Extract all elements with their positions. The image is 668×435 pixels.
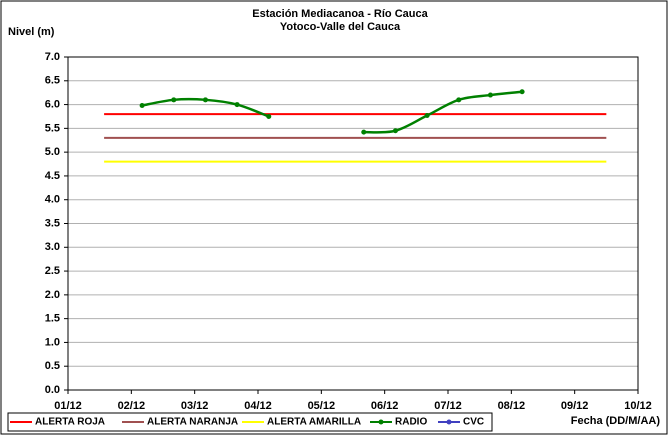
legend: ALERTA ROJA ALERTA NARANJA ALERTA AMARILLA… [7, 412, 493, 432]
x-tick-label: 02/12 [118, 400, 146, 412]
y-tick-label: 0.5 [45, 360, 60, 372]
x-tick-label: 07/12 [434, 400, 462, 412]
x-tick-label: 03/12 [181, 400, 209, 412]
data-point [361, 129, 367, 135]
x-tick-label: 05/12 [308, 400, 336, 412]
y-tick-label: 0.0 [45, 384, 60, 396]
x-tick-label: 06/12 [371, 400, 399, 412]
chart-subtitle: Yotoco-Valle del Cauca [280, 21, 401, 33]
data-point [171, 97, 177, 103]
y-tick-label: 5.0 [45, 146, 60, 158]
data-point [487, 92, 493, 98]
y-tick-label: 4.0 [45, 194, 60, 206]
legend-label: ALERTA NARANJA [147, 417, 238, 428]
y-axis-label: Nivel (m) [8, 26, 55, 38]
y-tick-label: 4.5 [45, 170, 60, 182]
data-point [392, 128, 398, 134]
data-point [519, 89, 525, 95]
data-point [424, 113, 430, 119]
legend-label: RADIO [395, 417, 427, 428]
legend-label: CVC [463, 417, 484, 428]
y-tick-label: 2.0 [45, 289, 60, 301]
data-point [139, 103, 145, 109]
plot-area [67, 56, 639, 391]
y-tick-label: 3.5 [45, 217, 60, 229]
y-tick-label: 5.5 [45, 122, 60, 134]
legend-label: ALERTA AMARILLA [267, 417, 361, 428]
data-point [202, 97, 208, 103]
y-tick-label: 3.0 [45, 241, 60, 253]
y-tick-label: 6.0 [45, 98, 60, 110]
x-tick-label: 08/12 [498, 400, 526, 412]
x-tick-label: 10/12 [624, 400, 652, 412]
data-point [234, 102, 240, 108]
legend-label: ALERTA ROJA [35, 417, 105, 428]
x-tick-label: 04/12 [244, 400, 272, 412]
x-axis-label: Fecha (DD/M/AA) [571, 415, 661, 427]
series-line [363, 90, 523, 134]
chart-title: Estación Mediacanoa - Río Cauca [252, 8, 428, 20]
y-tick-label: 7.0 [45, 51, 60, 63]
y-tick-label: 6.5 [45, 75, 60, 87]
legend-marker [446, 419, 452, 425]
y-tick-label: 1.0 [45, 336, 60, 348]
data-point [456, 97, 462, 103]
data-point [266, 113, 272, 119]
x-tick-label: 01/12 [54, 400, 82, 412]
y-tick-label: 2.5 [45, 265, 60, 277]
legend-marker [378, 419, 384, 425]
y-tick-label: 1.5 [45, 313, 60, 325]
x-tick-label: 09/12 [561, 400, 589, 412]
